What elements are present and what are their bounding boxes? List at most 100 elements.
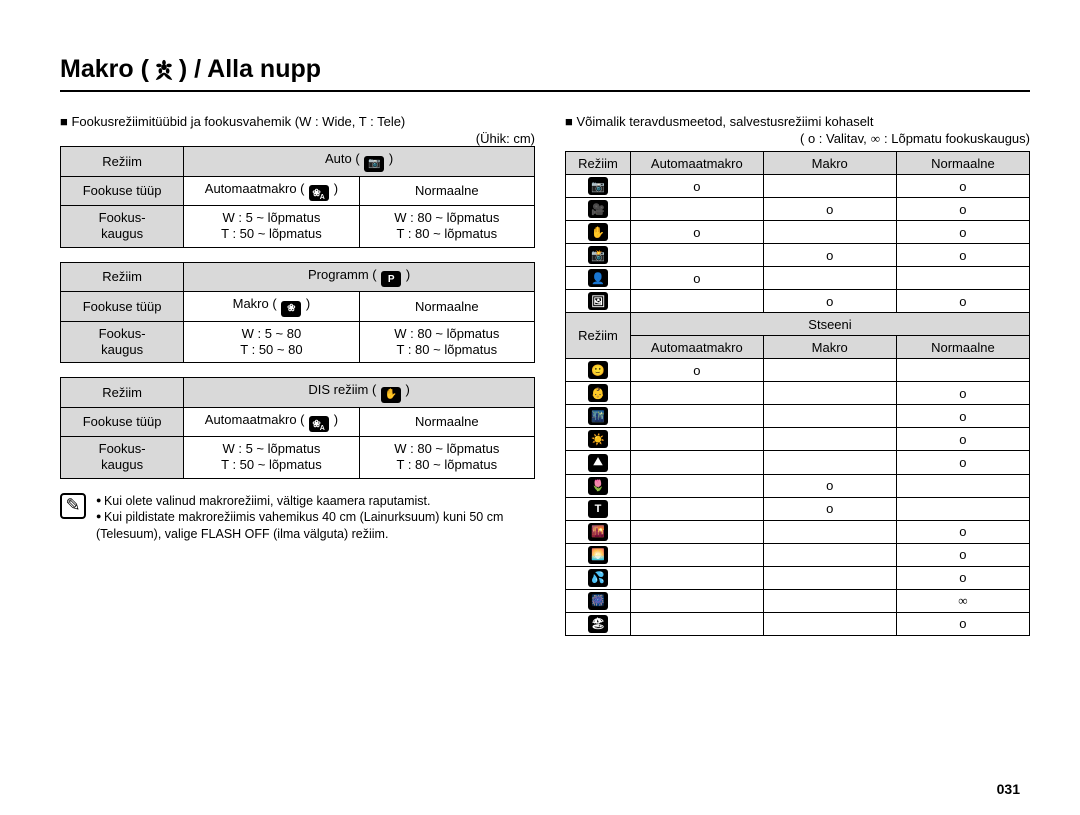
matrix-row: 👤o [566,267,1030,290]
ftype-right: Normaalne [359,292,534,322]
scene-icon: 🌷 [588,477,608,495]
matrix-cell: o [896,520,1029,543]
matrix-row: 🏖o [566,612,1030,635]
matrix-cell [630,198,763,221]
mode-label: Režiim [61,378,184,408]
mode-value: DIS režiim ( ✋ ) [184,378,535,408]
legend-pre: ( o : Valitav, [800,131,867,147]
matrix-mode-cell: 💦 [566,566,631,589]
infinity-icon: ∞ [871,131,880,147]
mode-icon: 📷 [364,156,384,172]
flower-icon [153,59,175,81]
matrix-mode-cell: ✋ [566,221,631,244]
range-right: W : 80 ~ lõpmatusT : 80 ~ lõpmatus [359,437,534,479]
range-label: Fookus-kaugus [61,437,184,479]
matrix-cell [630,520,763,543]
matrix-row: 💦o [566,566,1030,589]
matrix-cell [763,175,896,198]
range-right: W : 80 ~ lõpmatusT : 80 ~ lõpmatus [359,206,534,248]
matrix-row: ☀️o [566,428,1030,451]
matrix-cell: o [630,359,763,382]
matrix-cell: o [763,474,896,497]
right-intro: Võimalik teravdusmeetod, salvestusrežiim… [565,114,873,129]
matrix-cell [630,405,763,428]
matrix-row: 🙂o [566,359,1030,382]
note-icon: ✎ [60,493,86,519]
scene-icon: 🙂 [588,361,608,379]
matrix-cell [763,589,896,612]
matrix-cell: o [896,198,1029,221]
spec-table: Režiim Programm ( P ) Fookuse tüüp Makro… [60,262,535,364]
ftype-left: Automaatmakro ( ❀A ) [184,407,359,437]
matrix-row: 🌅o [566,543,1030,566]
matrix-cell: o [896,543,1029,566]
matrix-cell [630,474,763,497]
matrix-table: RežiimAutomaatmakroMakroNormaalne📷oo🎥oo✋… [565,151,1030,636]
matrix-mode-cell: T [566,497,631,520]
mode-value: Programm ( P ) [184,262,535,292]
matrix-mode-cell: 🎥 [566,198,631,221]
page-number: 031 [997,781,1020,797]
mode-label: Režiim [61,147,184,177]
matrix-cell [896,267,1029,290]
note-item: Kui pildistate makrorežiimis vahemikus 4… [96,509,535,543]
matrix-row: 🖼oo [566,290,1030,313]
mode-icon: P [381,271,401,287]
mode-value: Auto ( 📷 ) [184,147,535,177]
scene-icon: 🌇 [588,523,608,541]
matrix-mode-cell: 📸 [566,244,631,267]
matrix-row: 🎥 oo [566,198,1030,221]
matrix-cell [630,451,763,475]
unit-label: (Ühik: cm) [60,131,535,146]
matrix-cell [763,382,896,405]
right-column: Võimalik teravdusmeetod, salvestusrežiim… [565,114,1030,636]
scene-icon: ☀️ [588,430,608,448]
matrix-cell [763,520,896,543]
ftype-left: Makro ( ❀ ) [184,292,359,322]
matrix-cell [630,428,763,451]
left-column: Fookusrežiimitüübid ja fookusvahemik (W … [60,114,535,636]
mode-icon: 🎥 [588,200,608,218]
matrix-cell [630,589,763,612]
matrix-cell: o [763,244,896,267]
matrix-row: ⛰o [566,451,1030,475]
matrix-cell [630,612,763,635]
range-label: Fookus-kaugus [61,206,184,248]
matrix-cell [630,497,763,520]
spec-table: Režiim Auto ( 📷 ) Fookuse tüüp Automaatm… [60,146,535,248]
matrix-hdr: Stseeni [630,313,1029,336]
matrix-cell: o [763,198,896,221]
scene-icon: 🌅 [588,546,608,564]
matrix-cell [896,359,1029,382]
matrix-row: 📸oo [566,244,1030,267]
page-title: Makro ( ) / Alla nupp [60,55,1030,84]
matrix-mode-cell: 🌅 [566,543,631,566]
matrix-mode-cell: 🏖 [566,612,631,635]
matrix-cell [763,451,896,475]
mode-icon: ❀A [309,185,329,201]
matrix-hdr: Režiim [566,152,631,175]
matrix-row: 📷oo [566,175,1030,198]
matrix-cell [763,566,896,589]
mode-icon: ❀ [281,301,301,317]
mode-icon: ✋ [381,387,401,403]
scene-icon: ⛰ [588,454,608,472]
matrix-mode-cell: 🎆 [566,589,631,612]
matrix-mode-cell: 👶 [566,382,631,405]
matrix-cell: o [896,405,1029,428]
ftype-label: Fookuse tüüp [61,292,184,322]
matrix-mode-cell: ⛰ [566,451,631,475]
matrix-row: 👶o [566,382,1030,405]
matrix-cell: o [896,566,1029,589]
matrix-hdr: Režiim [566,313,631,359]
matrix-cell [630,543,763,566]
matrix-cell: o [763,497,896,520]
matrix-mode-cell: 👤 [566,267,631,290]
mode-icon: ✋ [588,223,608,241]
matrix-row: 🌷o [566,474,1030,497]
matrix-hdr: Makro [763,152,896,175]
legend: ( o : Valitav, ∞ : Lõpmatu fookuskaugus) [565,131,1030,147]
mode-label: Režiim [61,262,184,292]
scene-icon: 🌃 [588,407,608,425]
matrix-hdr: Normaalne [896,152,1029,175]
